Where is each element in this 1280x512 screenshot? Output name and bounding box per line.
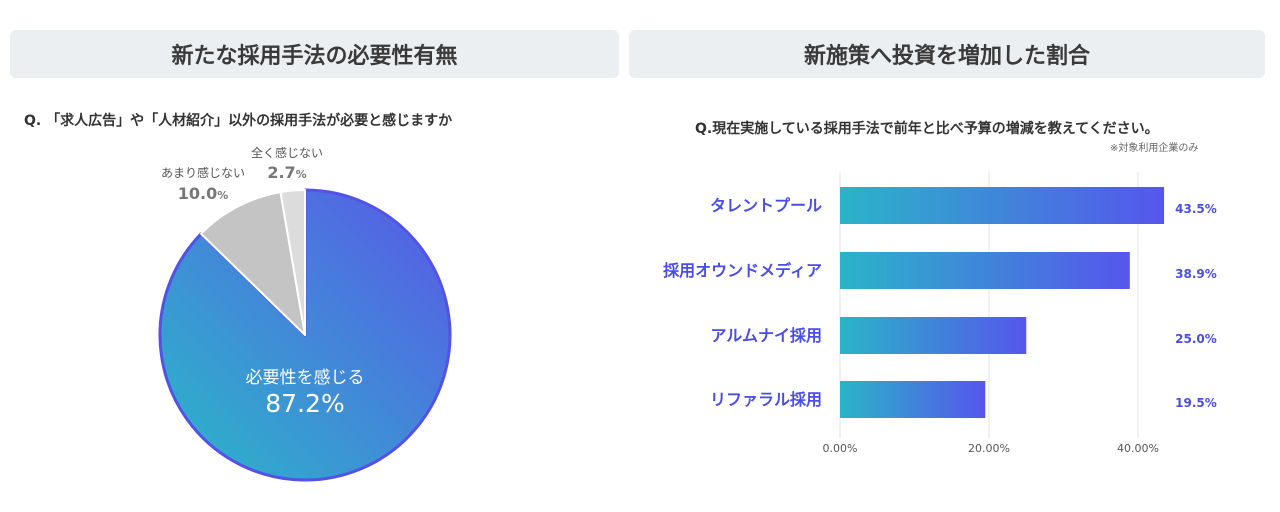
- category-label: アルムナイ採用: [710, 326, 822, 345]
- value-label: 38.9%: [1175, 267, 1217, 281]
- category-label: 採用オウンドメディア: [663, 261, 822, 280]
- pie-slice-2-value: 10.0%: [178, 184, 229, 203]
- value-label: 25.0%: [1175, 332, 1217, 346]
- pie-slice-2-label: あまり感じない: [161, 165, 245, 180]
- target-note: ※対象利用企業のみ: [1110, 143, 1199, 154]
- x-tick-label: 20.00%: [968, 442, 1010, 455]
- pie-question: Q. 「求人広告」や「人材紹介」以外の採用手法が必要と感じますか: [24, 113, 453, 129]
- bar-3: [840, 317, 1027, 354]
- x-tick-label: 0.00%: [823, 442, 858, 455]
- bar-question: Q.現在実施している採用手法で前年と比べ予算の増減を教えてください。: [695, 121, 1159, 137]
- right-panel-title: 新施策へ投資を増加した割合: [629, 30, 1265, 78]
- pie-main-label: 必要性を感じる: [246, 368, 365, 388]
- category-label: リファラル採用: [710, 390, 822, 409]
- value-label: 43.5%: [1175, 202, 1217, 216]
- pie-slice-2: [200, 191, 306, 336]
- bar-chart: 0.00% 20.00% 40.00% タレントプール 43.5% 採用オウンドメディア 3…: [663, 172, 1217, 455]
- pie-slice-3: [279, 189, 306, 336]
- pie-slice-3-value: 2.7%: [267, 163, 306, 182]
- x-tick-label: 40.00%: [1117, 442, 1159, 455]
- pie-slice-3-label: 全く感じない: [251, 145, 323, 160]
- pie-main-value: 87.2%: [265, 389, 344, 418]
- category-label: タレントプール: [710, 196, 822, 215]
- value-label: 19.5%: [1175, 396, 1217, 410]
- bar-1: [840, 187, 1165, 224]
- bar-2: [840, 252, 1130, 289]
- left-panel-title: 新たな採用手法の必要性有無: [10, 30, 619, 78]
- bar-4: [840, 381, 986, 418]
